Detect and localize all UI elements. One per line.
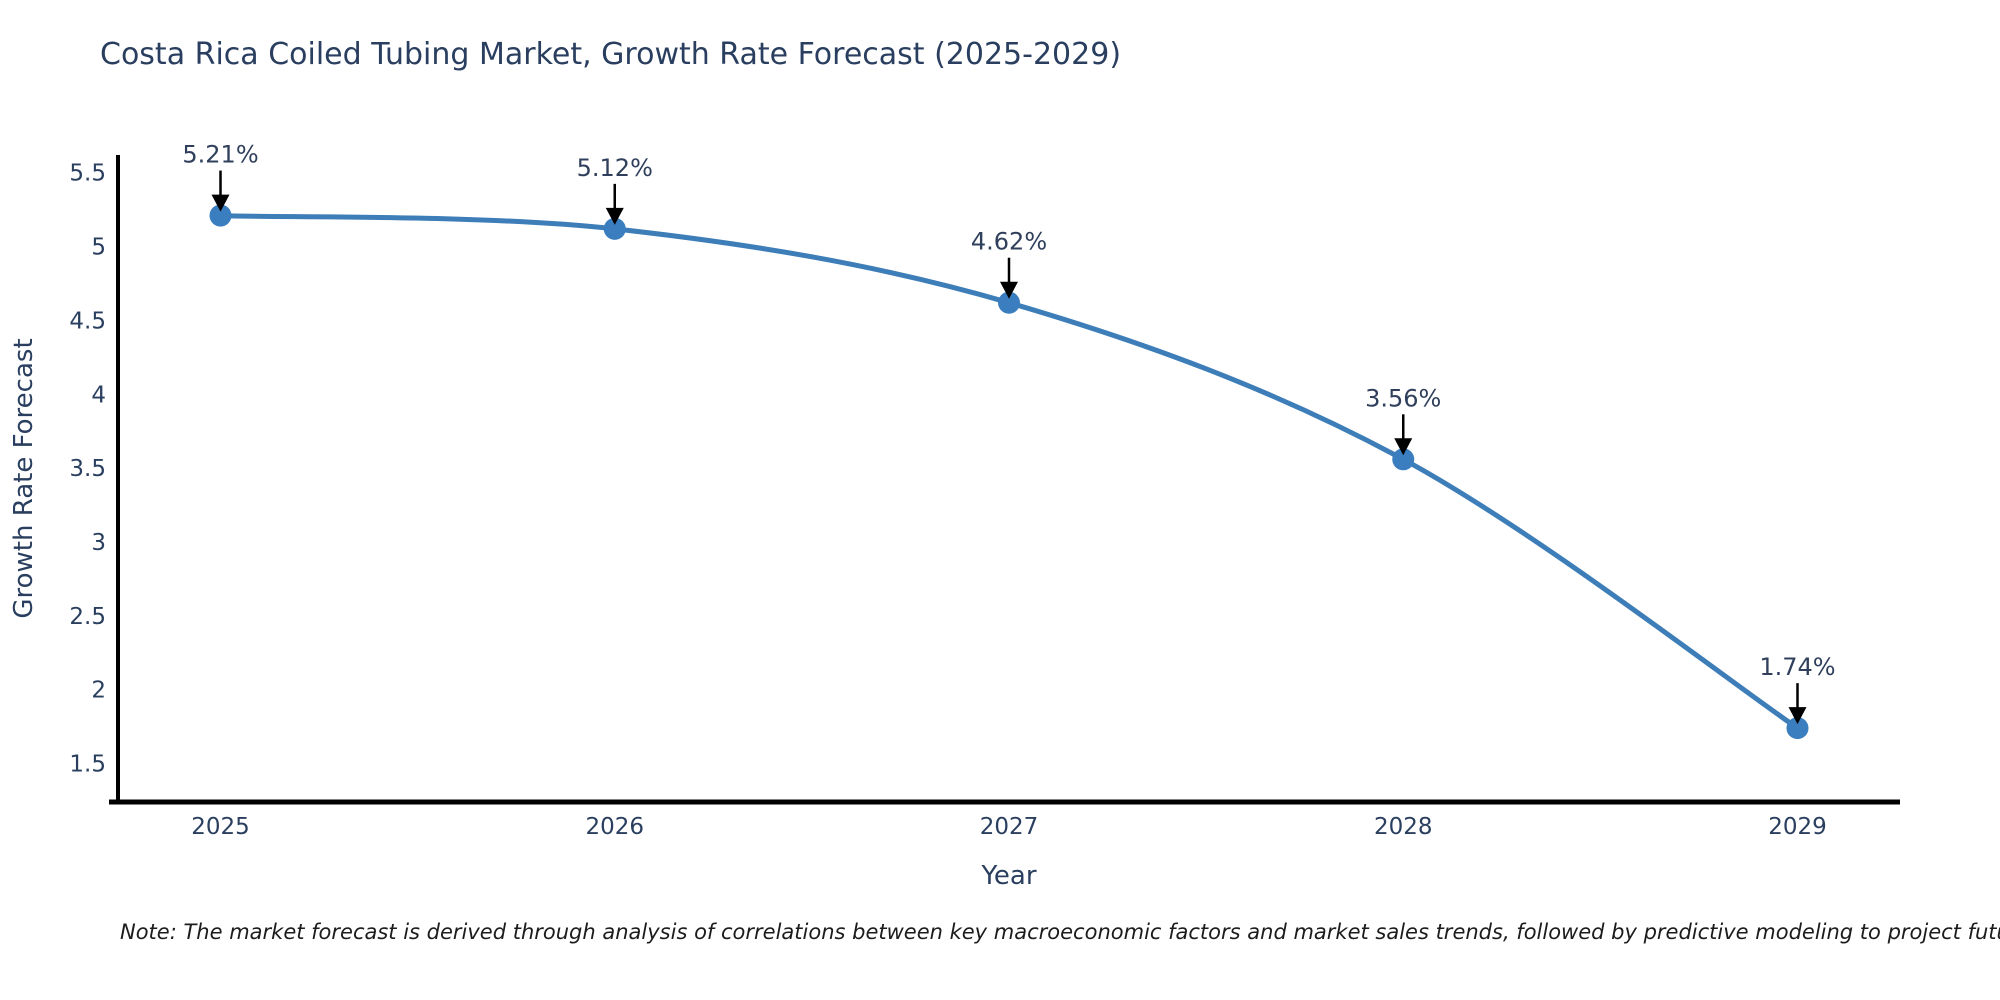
- x-axis-title: Year: [980, 861, 1036, 891]
- y-tick-label: 4.5: [69, 308, 106, 334]
- x-tick-label: 2027: [980, 814, 1039, 840]
- y-tick-label: 4: [91, 382, 106, 408]
- annotation-arrow-head: [211, 194, 230, 212]
- x-tick-label: 2029: [1768, 814, 1827, 840]
- data-point-label: 5.12%: [577, 154, 653, 182]
- annotation-arrow-head: [1788, 707, 1807, 725]
- chart-title: Costa Rica Coiled Tubing Market, Growth …: [100, 37, 1122, 72]
- data-point-label: 3.56%: [1365, 384, 1441, 412]
- x-tick-label: 2028: [1374, 814, 1433, 840]
- x-tick-label: 2026: [585, 814, 644, 840]
- data-point-marker: [603, 217, 626, 240]
- y-tick-label: 2.5: [69, 604, 106, 630]
- data-point-marker: [998, 291, 1020, 314]
- x-tick-label: 2025: [191, 814, 250, 840]
- data-point-marker: [1786, 717, 1809, 740]
- annotation-arrow-head: [1394, 438, 1413, 456]
- annotation-arrow-head: [1000, 281, 1018, 299]
- data-point-label: 4.62%: [971, 228, 1047, 256]
- data-point-marker: [1392, 448, 1415, 471]
- y-tick-label: 2: [91, 678, 106, 704]
- annotation-arrow-head: [605, 207, 624, 225]
- line-chart-canvas: 1.5 2 2.5 3 3.5 4 4.5 5 5.5 2025 2026 2027 2028 2029 Y…: [9, 141, 1900, 891]
- data-point-marker: [209, 204, 232, 227]
- data-point-label: 5.21%: [182, 141, 258, 169]
- y-tick-label: 3: [91, 530, 106, 556]
- y-tick-label: 5.5: [69, 161, 106, 187]
- y-axis-title: Growth Rate Forecast: [9, 338, 39, 618]
- y-tick-label: 5: [91, 235, 106, 261]
- data-point-label: 1.74%: [1759, 653, 1835, 681]
- footnote: Note: The market forecast is derived thr…: [120, 920, 2000, 944]
- y-tick-label: 1.5: [69, 752, 106, 778]
- y-tick-label: 3.5: [69, 456, 106, 482]
